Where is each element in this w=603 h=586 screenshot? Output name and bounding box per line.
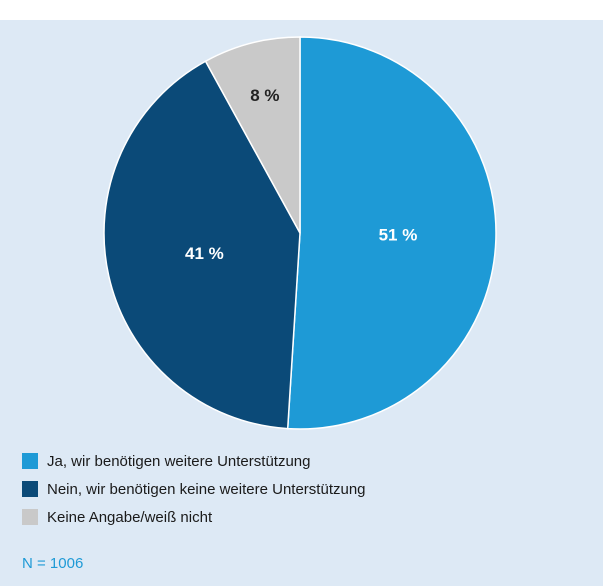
legend-swatch [22, 509, 38, 525]
legend-swatch [22, 453, 38, 469]
pie-slice [103, 60, 301, 430]
pie-slice [204, 36, 301, 234]
value-label: 51 % [379, 226, 418, 245]
legend-swatch [22, 481, 38, 497]
pie-slice [286, 36, 497, 430]
value-label: 8 % [250, 86, 279, 105]
legend-label: Keine Angabe/weiß nicht [47, 509, 213, 526]
sample-note: N = 1006 [22, 555, 83, 572]
legend-label: Nein, wir benötigen keine weitere Unters… [47, 481, 366, 498]
value-label: 41 % [185, 244, 224, 263]
legend-label: Ja, wir benötigen weitere Unterstützung [47, 453, 310, 470]
